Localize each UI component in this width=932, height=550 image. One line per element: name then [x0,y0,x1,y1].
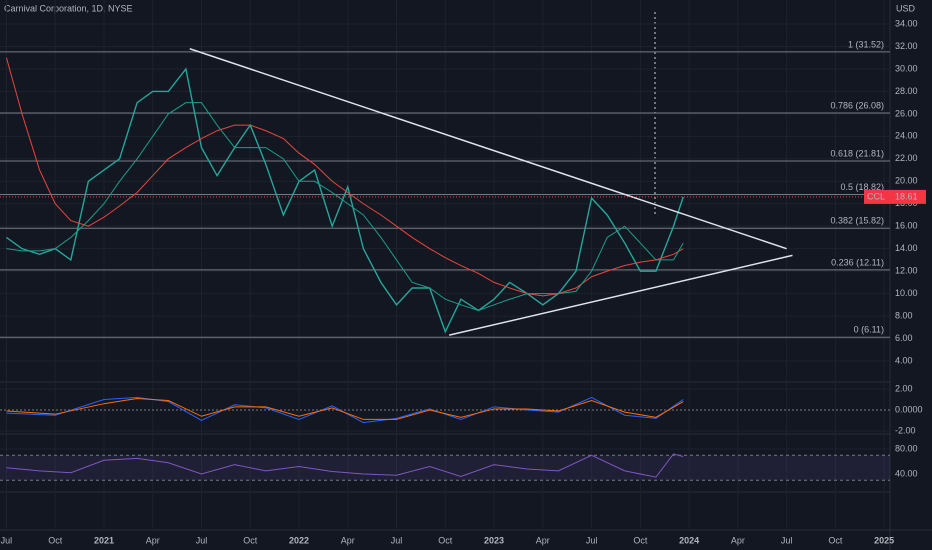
x-tick-label: Oct [243,535,258,545]
x-tick-label: 2024 [679,535,699,545]
price-tag-value: 18.61 [895,191,918,201]
y-tick-label: 28.00 [895,86,918,96]
x-tick-label: Oct [438,535,453,545]
y-tick-label: 4.00 [895,355,913,365]
y-tick-label: 20.00 [895,176,918,186]
y-tick-label: 6.00 [895,333,913,343]
price-tag [864,189,890,204]
x-tick-label: Oct [48,535,63,545]
y-tick-label: 30.00 [895,63,918,73]
y-tick-label: 24.00 [895,131,918,141]
y-tick-label: 12.00 [895,266,918,276]
x-tick-label: Oct [828,535,843,545]
x-tick-label: Oct [633,535,648,545]
x-tick-label: Apr [536,535,550,545]
fib-label: 0.236 (12.11) [831,257,884,267]
x-tick-label: Jul [391,535,403,545]
x-tick-label: 2025 [874,535,894,545]
series-line [6,102,684,311]
price-tag-name: CCL [867,191,885,201]
x-tick-label: Apr [341,535,355,545]
x-tick-label: 2022 [289,535,309,545]
y-tick-label: 16.00 [895,221,918,231]
chart-title: Carnival Corporation, 1D, NYSE [4,3,133,13]
y-tick-label: 80.00 [895,443,918,453]
price-tag [890,189,926,204]
x-tick-label: Apr [731,535,745,545]
trendline [189,48,787,250]
series-line [5,57,684,297]
fib-label: 0.618 (21.81) [830,148,884,158]
y-tick-label: 26.00 [895,108,918,118]
series-line [6,67,684,334]
fib-label: 1 (31.52) [848,39,884,49]
fib-label: 0 (6.11) [854,325,884,335]
currency: USD [896,3,916,13]
fib-label: 0.786 (26.08) [830,100,884,110]
rsi-band [0,455,890,481]
x-tick-label: Apr [146,535,160,545]
y-tick-label: 34.00 [895,18,918,28]
trendline [449,254,793,336]
fib-label: 0.382 (15.82) [830,216,884,226]
y-tick-label: 8.00 [895,310,913,320]
series-line [6,397,684,420]
fib-label: 0.5 (18.82) [840,182,884,192]
y-tick-label: 2.00 [895,383,913,393]
x-tick-label: Jul [196,535,208,545]
y-tick-label: 0.0000 [895,404,923,414]
x-tick-label: 2021 [94,535,114,545]
x-tick-label: Jul [1,535,13,545]
y-tick-label: 40.00 [895,468,918,478]
x-tick-label: Jul [586,535,598,545]
series-line [6,453,684,478]
y-tick-label: -2.00 [895,425,916,435]
y-tick-label: 10.00 [895,288,918,298]
x-tick-label: 2023 [484,535,504,545]
y-tick-label: 22.00 [895,153,918,163]
y-tick-label: 32.00 [895,41,918,51]
x-tick-label: Jul [781,535,793,545]
y-tick-label: 14.00 [895,243,918,253]
